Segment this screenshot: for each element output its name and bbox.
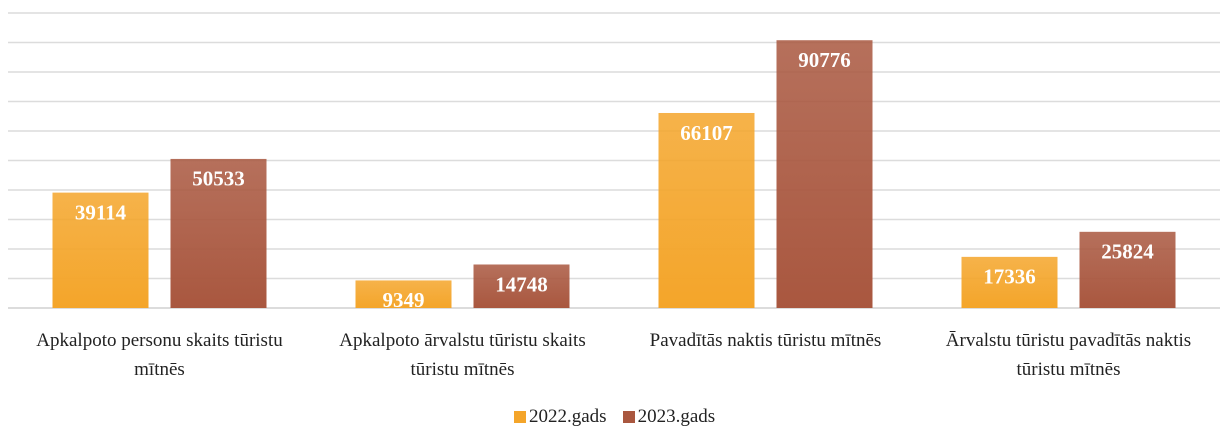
data-label: 9349 xyxy=(383,288,425,312)
legend-swatch xyxy=(622,411,635,423)
bar xyxy=(473,264,570,308)
x-tick-label: Apkalpoto personu skaits tūristu mītnēs xyxy=(36,330,283,380)
legend-label: 2022.gads xyxy=(529,406,607,427)
legend-item: 2022.gads xyxy=(514,406,607,428)
data-label: 39114 xyxy=(75,200,127,224)
data-label: 66107 xyxy=(680,121,733,145)
bar xyxy=(776,40,873,308)
data-label: 50533 xyxy=(192,167,245,191)
legend-item: 2023.gads xyxy=(622,406,716,428)
legend-label: 2023.gads xyxy=(637,406,716,427)
x-tick-label: Pavadītās naktis tūristu mītnēs xyxy=(649,330,882,351)
bar xyxy=(52,192,149,308)
bar xyxy=(170,158,267,308)
bar xyxy=(1079,231,1176,308)
data-label: 90776 xyxy=(798,48,851,72)
bar xyxy=(355,280,452,308)
data-label: 17336 xyxy=(983,265,1036,289)
legend: 2022.gads 2023.gads xyxy=(514,406,731,428)
bar xyxy=(658,112,755,309)
data-label: 14748 xyxy=(495,272,548,296)
data-label: 25824 xyxy=(1101,240,1154,264)
bar xyxy=(961,256,1058,308)
legend-swatch xyxy=(514,411,526,423)
x-tick-label: Ārvalstu tūristu pavadītās naktis tūrist… xyxy=(945,330,1192,380)
x-tick-label: Apkalpoto ārvalstu tūristu skaits tūrist… xyxy=(339,330,586,380)
